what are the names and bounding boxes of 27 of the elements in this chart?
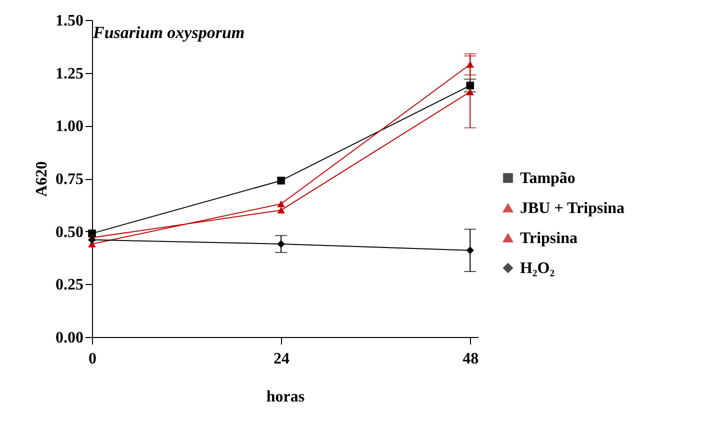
y-tick-label: 0.50 [56, 224, 84, 241]
point [466, 61, 474, 68]
y-tick-label: 1.00 [56, 118, 84, 136]
x-tick-label: 48 [462, 350, 479, 368]
point [277, 176, 285, 184]
y-axis-title: A620 [34, 161, 50, 197]
point [466, 82, 474, 90]
y-tick-label: 0.75 [56, 171, 84, 188]
chart-title: Fusarium oxysporum [92, 23, 245, 42]
point [88, 230, 96, 238]
point [277, 240, 285, 248]
point [277, 206, 285, 214]
y-tick-label: 1.25 [56, 65, 84, 82]
point [466, 246, 474, 254]
x-tick-label: 24 [274, 350, 290, 368]
y-tick-label: 0.25 [56, 276, 84, 294]
legend-label: Tampão [520, 170, 576, 187]
point [466, 88, 474, 96]
point [277, 200, 285, 208]
point [88, 236, 96, 244]
x-axis-title: horas [266, 388, 305, 406]
legend-label: Tripsina [520, 230, 578, 247]
y-tick-label: 1.50 [56, 12, 84, 30]
legend-label: JBU + Tripsina [520, 200, 625, 217]
x-tick-label: 0 [88, 350, 96, 368]
legend-label: H₂O₂ [520, 260, 555, 277]
y-tick-label: 0.00 [56, 330, 84, 346]
